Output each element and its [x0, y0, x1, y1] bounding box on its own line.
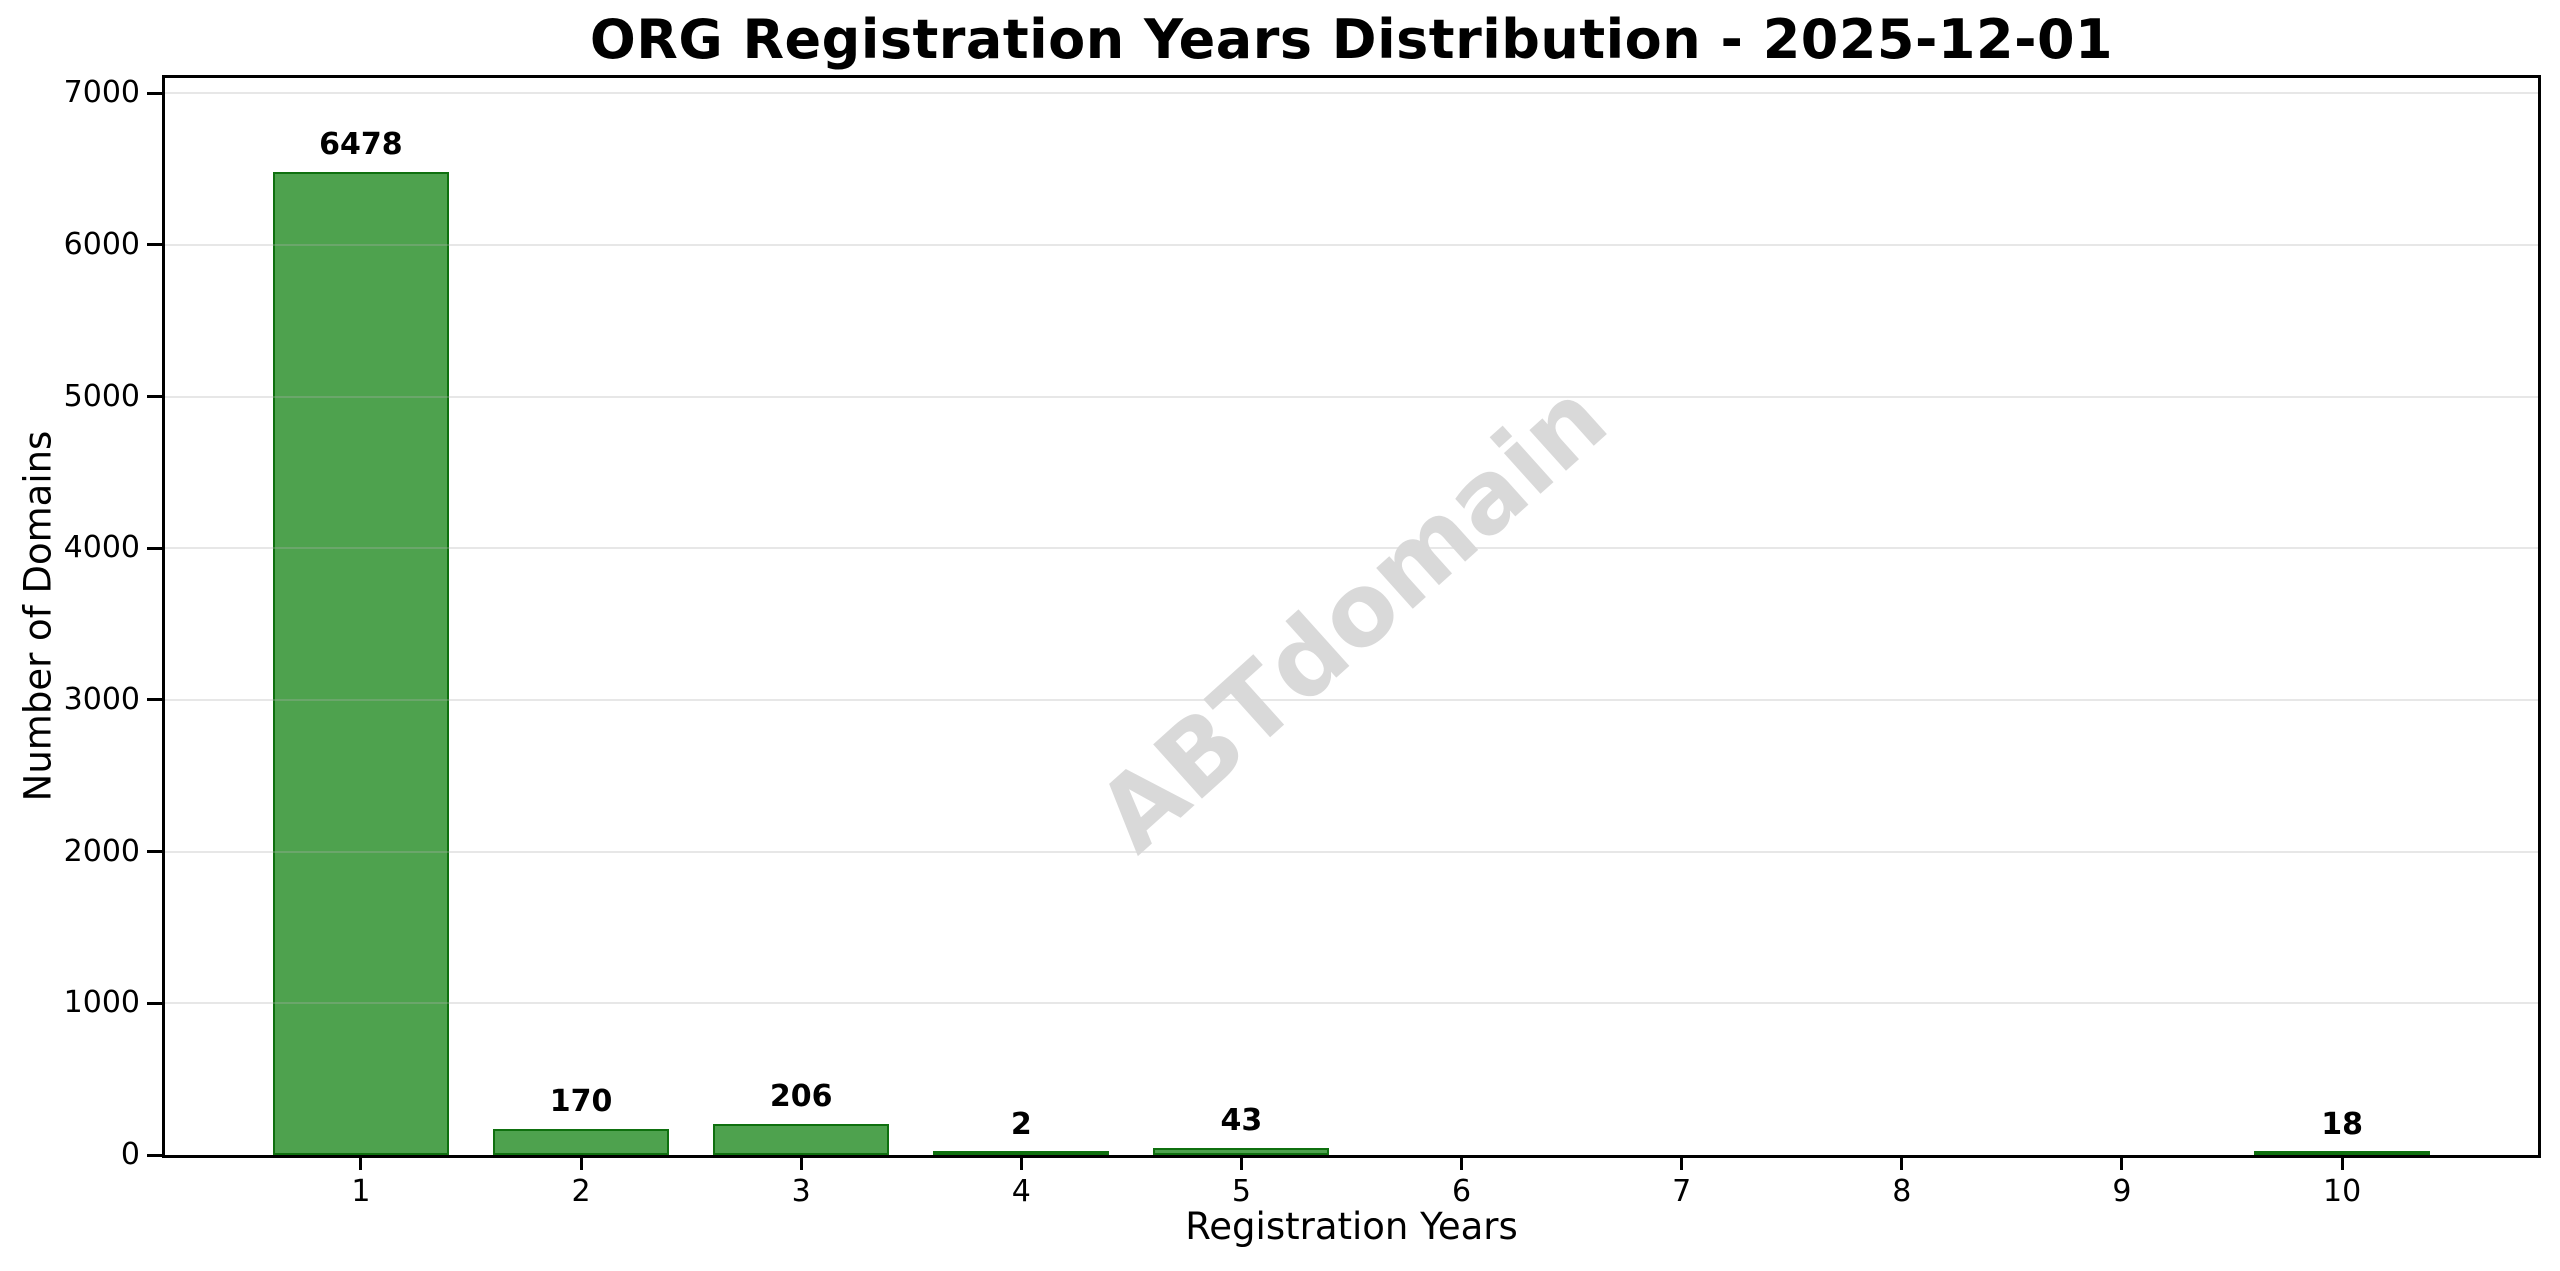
- bar: [1153, 1148, 1330, 1155]
- y-tick-mark: [147, 395, 162, 399]
- x-tick-mark: [2340, 1155, 2344, 1170]
- plot-area: 1 2 3 4 5 6 7 8 9 10 0 1000 2000 3000 4000 5000 6000 7000…: [64, 75, 2541, 1209]
- ticks-layer: 1 2 3 4 5 6 7 8 9 10 0 1000 2000 3000 4000 5000 6000 7000: [64, 75, 2538, 1209]
- x-tick-label: 3: [791, 1174, 811, 1209]
- x-tick-mark: [2120, 1155, 2124, 1170]
- x-tick-label: 10: [2322, 1174, 2362, 1209]
- x-axis-label: Registration Years: [1185, 1205, 1518, 1248]
- y-tick-mark: [147, 850, 162, 854]
- bar-labels-layer: 6478 170 206 2 43 18: [165, 78, 2538, 1155]
- grid-line: [165, 1002, 2538, 1005]
- bar-value-label: 6478: [319, 127, 403, 163]
- bar-value-label: 170: [549, 1084, 613, 1120]
- grid-line: [165, 395, 2538, 398]
- y-tick-label: 1000: [63, 985, 140, 1021]
- bar: [492, 1129, 670, 1155]
- bar-value-label: 206: [769, 1078, 833, 1114]
- grid-layer: [165, 78, 2538, 1155]
- y-tick-label: 0: [120, 1137, 140, 1172]
- y-tick-label: 2000: [63, 833, 140, 869]
- grid-line: [165, 698, 2538, 701]
- bars-layer: [165, 78, 2538, 1155]
- y-tick-mark: [147, 1001, 162, 1005]
- y-tick-label: 7000: [63, 75, 140, 111]
- y-tick-label: 4000: [63, 530, 140, 566]
- x-tick-label: 8: [1892, 1174, 1912, 1209]
- bar-value-label: 18: [2321, 1107, 2363, 1142]
- y-tick-mark: [147, 546, 162, 550]
- y-tick-label: 3000: [63, 681, 140, 717]
- x-tick-label: 2: [571, 1174, 591, 1209]
- grid-line: [165, 243, 2538, 246]
- y-axis-label: Number of Domains: [16, 430, 60, 802]
- x-tick-mark: [1680, 1155, 1684, 1170]
- bar: [272, 172, 449, 1155]
- bar: [713, 1123, 890, 1155]
- x-tick-mark: [1900, 1155, 1904, 1170]
- x-tick-mark: [799, 1155, 803, 1170]
- grid-line: [165, 547, 2538, 550]
- y-tick-mark: [147, 243, 162, 247]
- x-tick-label: 4: [1011, 1174, 1031, 1209]
- x-tick-label: 1: [351, 1174, 371, 1209]
- bar-value-label: 2: [1010, 1107, 1032, 1142]
- bar: [933, 1151, 1110, 1155]
- y-tick-mark: [147, 91, 162, 95]
- grid-line: [165, 850, 2538, 853]
- x-tick-mark: [1239, 1155, 1243, 1170]
- x-tick-label: 9: [2112, 1174, 2132, 1209]
- x-tick-label: 6: [1452, 1174, 1472, 1209]
- grid-line: [165, 92, 2538, 95]
- y-tick-label: 6000: [63, 226, 140, 262]
- x-tick-label: 5: [1231, 1174, 1251, 1209]
- x-tick-mark: [579, 1155, 583, 1170]
- bar: [2254, 1151, 2431, 1155]
- x-tick-mark: [1460, 1155, 1464, 1170]
- x-tick-mark: [1019, 1155, 1023, 1170]
- x-tick-mark: [359, 1155, 363, 1170]
- chart-title: ORG Registration Years Distribution - 20…: [589, 8, 2114, 71]
- bar-value-label: 43: [1220, 1103, 1263, 1139]
- y-tick-label: 5000: [63, 378, 140, 414]
- y-tick-mark: [147, 1153, 162, 1157]
- y-tick-mark: [147, 698, 162, 702]
- x-tick-label: 7: [1672, 1174, 1692, 1209]
